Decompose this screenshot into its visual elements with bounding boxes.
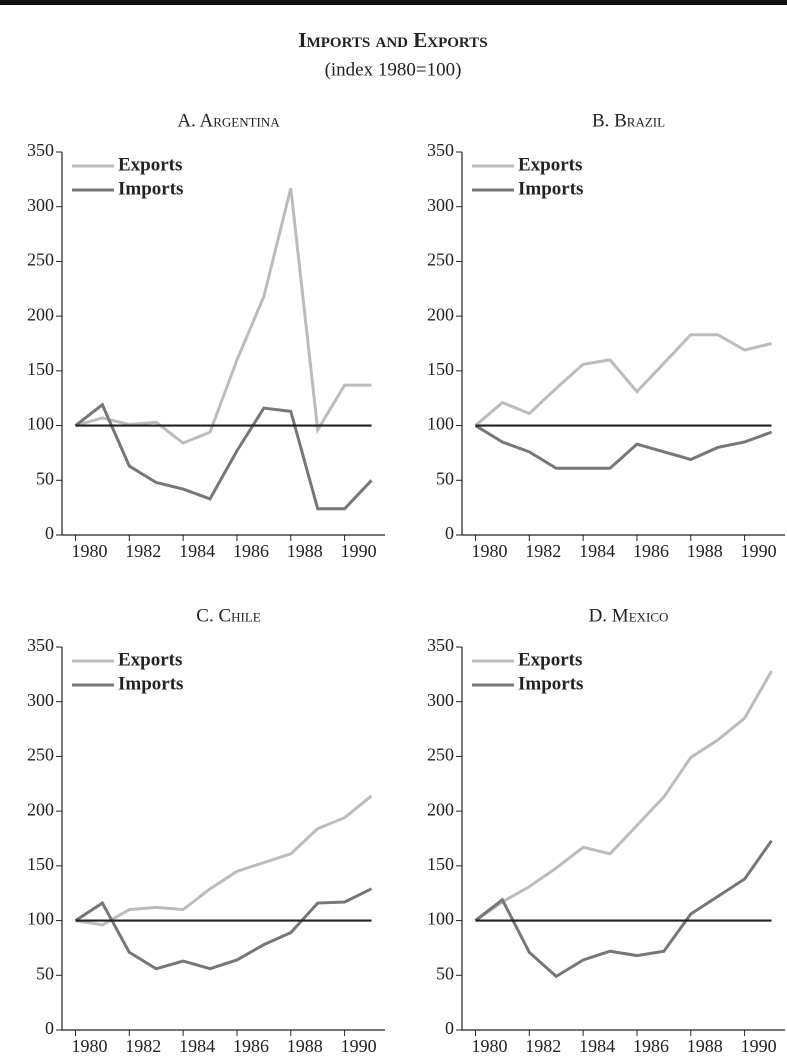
y-tick-label: 0 [45,1018,54,1038]
legend-label: Imports [118,673,183,694]
y-tick-label: 200 [27,799,54,819]
y-tick-label: 300 [427,690,454,710]
x-tick-label: 1986 [633,541,669,561]
panel-title: C. Chile [196,605,261,626]
y-tick-label: 0 [445,523,454,543]
x-tick-label: 1984 [579,1036,615,1056]
x-tick-label: 1984 [579,541,615,561]
x-tick-label: 1988 [687,1036,723,1056]
y-tick-label: 300 [27,195,54,215]
legend-label: Imports [118,178,183,199]
x-tick-label: 1988 [287,541,323,561]
x-tick-label: 1986 [233,541,269,561]
series-line [74,887,373,971]
y-tick-label: 100 [427,414,454,434]
x-tick-label: 1990 [341,1036,377,1056]
x-tick-label: 1980 [71,541,107,561]
x-tick-label: 1982 [525,541,561,561]
y-tick-label: 300 [427,195,454,215]
y-tick-label: 100 [27,909,54,929]
y-tick-label: 350 [27,140,54,160]
x-tick-label: 1990 [741,541,777,561]
x-tick-label: 1984 [179,541,215,561]
legend-label: Exports [518,154,582,175]
x-tick-label: 1986 [633,1036,669,1056]
y-tick-label: 350 [427,140,454,160]
y-tick-label: 250 [427,250,454,270]
y-tick-label: 50 [36,963,54,983]
y-tick-label: 200 [27,304,54,324]
legend-label: Exports [518,649,582,670]
x-tick-label: 1982 [525,1036,561,1056]
y-tick-label: 50 [436,468,454,488]
series-line [474,670,773,922]
series-line [75,187,372,445]
y-tick-label: 50 [436,963,454,983]
y-tick-label: 100 [27,414,54,434]
figure-subtitle: (index 1980=100) [325,59,462,80]
y-tick-label: 100 [427,909,454,929]
series-line [474,839,773,979]
y-tick-label: 250 [27,745,54,765]
y-tick-label: 0 [45,523,54,543]
y-tick-label: 200 [427,799,454,819]
x-tick-label: 1982 [125,541,161,561]
y-tick-label: 250 [427,745,454,765]
legend-label: Exports [118,649,182,670]
y-tick-label: 350 [427,635,454,655]
panel-title: D. Mexico [589,605,669,626]
series-line [474,424,773,470]
x-tick-label: 1990 [341,541,377,561]
figure-title: Imports and Exports [298,28,487,52]
y-tick-label: 150 [427,359,454,379]
y-tick-label: 150 [427,854,454,874]
legend-label: Imports [518,673,583,694]
x-tick-label: 1988 [687,541,723,561]
panel-title: B. Brazil [592,110,665,131]
top-rule [0,0,787,5]
x-tick-label: 1980 [471,1036,507,1056]
legend-label: Exports [118,154,182,175]
series-line [74,402,373,511]
panel-title: A. Argentina [177,110,280,131]
x-tick-label: 1980 [471,541,507,561]
x-tick-label: 1990 [741,1036,777,1056]
y-tick-label: 0 [445,1018,454,1038]
x-tick-label: 1982 [125,1036,161,1056]
y-tick-label: 150 [27,359,54,379]
legend-label: Imports [518,178,583,199]
y-tick-label: 200 [427,304,454,324]
series-line [75,794,373,927]
series-line [474,333,772,427]
y-tick-label: 50 [36,468,54,488]
y-tick-label: 250 [27,250,54,270]
y-tick-label: 350 [27,635,54,655]
x-tick-label: 1980 [71,1036,107,1056]
x-tick-label: 1988 [287,1036,323,1056]
x-tick-label: 1986 [233,1036,269,1056]
y-tick-label: 300 [27,690,54,710]
x-tick-label: 1984 [179,1036,215,1056]
y-tick-label: 150 [27,854,54,874]
